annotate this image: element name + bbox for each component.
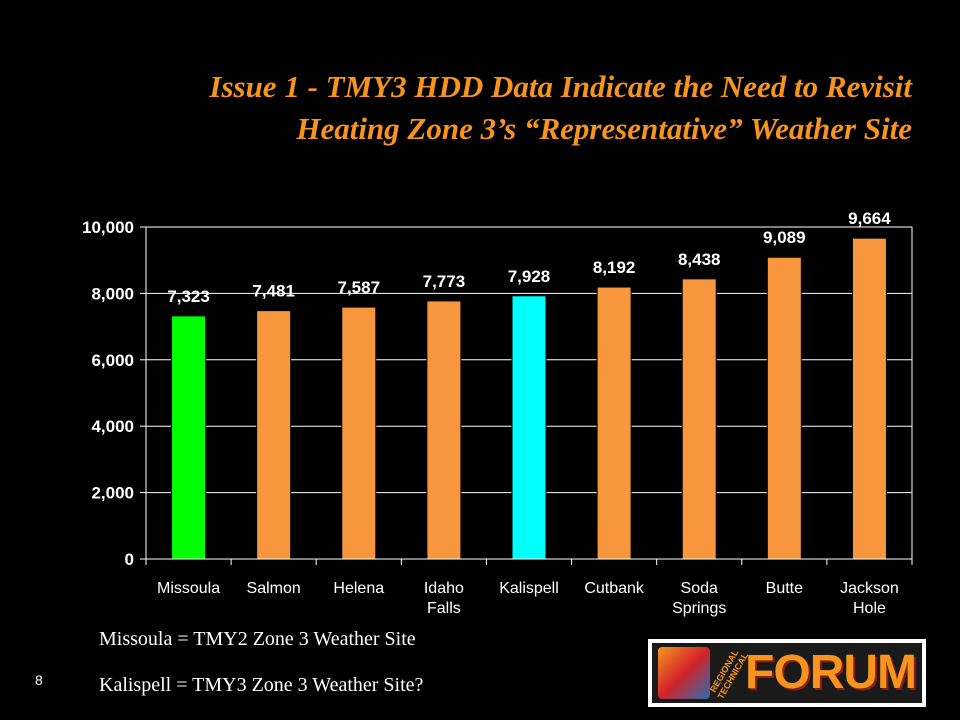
slide-title-line-1: Issue 1 - TMY3 HDD Data Indicate the Nee… (209, 69, 912, 104)
labels: 0 2,000 4,000 6,000 8,000 10,000 7,323 Missoula… (82, 209, 899, 617)
category-label-line: Hole (853, 600, 886, 617)
bar (681, 278, 717, 560)
category-label-line: Salmon (247, 580, 301, 597)
data-label: 8,438 (678, 250, 721, 269)
category-label-line: Cutbank (584, 580, 645, 597)
slide-number: 8 (35, 672, 43, 688)
y-tick-label: 6,000 (91, 351, 134, 370)
category-label: Butte (766, 580, 803, 597)
category-label-line: Butte (766, 580, 803, 597)
y-tick-label: 0 (125, 550, 134, 569)
category-label: Idaho Falls (424, 580, 464, 617)
category-label-line: Soda (681, 580, 718, 597)
forum-logo-icon (658, 647, 710, 699)
slide-title: Issue 1 - TMY3 HDD Data Indicate the Nee… (40, 66, 912, 150)
bar (341, 306, 377, 560)
category-label-line: Missoula (157, 580, 220, 597)
category-label-line: Idaho (424, 580, 464, 597)
category-label-line: Falls (427, 600, 461, 617)
data-label: 7,587 (338, 278, 381, 297)
bar (596, 286, 632, 560)
y-tick-label: 2,000 (91, 484, 134, 503)
y-tick-label: 4,000 (91, 417, 134, 436)
data-label: 7,773 (423, 272, 466, 291)
bar (766, 256, 802, 560)
bar (426, 300, 462, 560)
slide-title-line-2: Heating Zone 3’s “Representative” Weathe… (296, 111, 912, 146)
data-label: 7,481 (252, 282, 295, 301)
category-label-line: Jackson (840, 580, 899, 597)
forum-logo: REGIONAL TECHNICAL FORUM (648, 639, 926, 707)
note-missoula: Missoula = TMY2 Zone 3 Weather Site (99, 628, 416, 650)
data-label: 7,928 (508, 267, 551, 286)
forum-logo-word: FORUM (745, 646, 917, 699)
category-label: Jackson Hole (840, 580, 899, 617)
note-kalispell: Kalispell = TMY3 Zone 3 Weather Site? (99, 674, 424, 696)
y-tick-label: 8,000 (91, 284, 134, 303)
category-label-line: Helena (333, 580, 384, 597)
data-label: 7,323 (167, 287, 210, 306)
y-tick-label: 10,000 (82, 218, 134, 237)
bar (171, 315, 207, 560)
bar (511, 295, 547, 560)
category-label: Salmon (247, 580, 301, 597)
category-label: Soda Springs (672, 580, 726, 617)
category-label: Missoula (157, 580, 220, 597)
category-label: Cutbank (584, 580, 645, 597)
bar (851, 237, 887, 560)
bars (171, 237, 887, 560)
data-label: 9,664 (848, 209, 891, 228)
category-label: Helena (333, 580, 384, 597)
bar (256, 310, 292, 560)
category-label-line: Kalispell (499, 580, 559, 597)
data-label: 8,192 (593, 258, 636, 277)
forum-logo-inner: REGIONAL TECHNICAL FORUM (652, 643, 922, 703)
plot-frame (145, 226, 913, 560)
data-label: 9,089 (763, 228, 806, 247)
axes (140, 226, 913, 565)
category-label-line: Springs (672, 600, 726, 617)
category-label: Kalispell (499, 580, 559, 597)
